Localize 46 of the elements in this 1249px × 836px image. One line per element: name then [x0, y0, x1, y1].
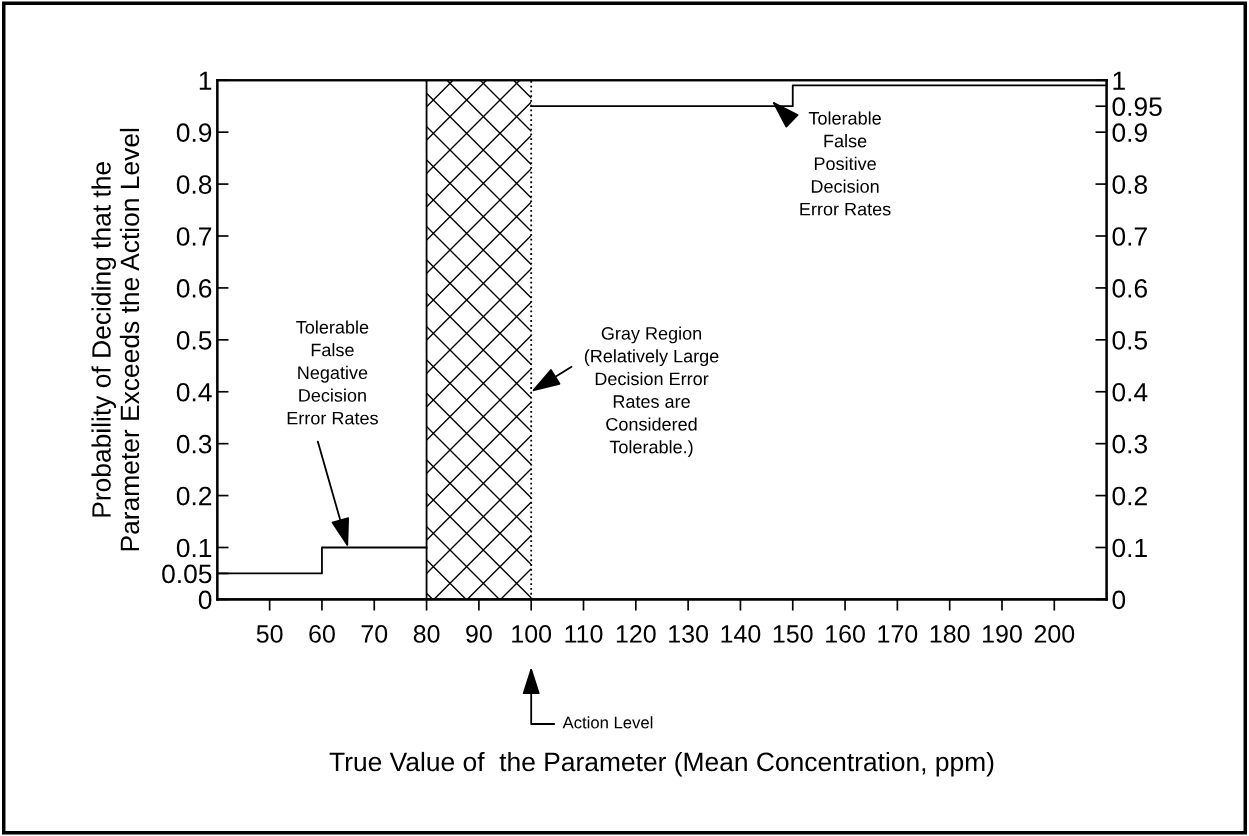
y2-tick-label: 0	[1112, 590, 1126, 610]
annotation: Gray Region (Relatively Large Decision Error Rates are Considered Tolerable.)	[584, 326, 719, 457]
y-tick-label: 0.05	[162, 564, 212, 584]
x-tick-label: 130	[669, 625, 709, 643]
y-tick-label: 0.4	[176, 382, 212, 402]
x-tick-label: 50	[256, 625, 283, 643]
x-tick-label: 190	[983, 625, 1022, 643]
x-tick-label: 60	[309, 625, 335, 643]
y-tick-label: 0	[198, 590, 212, 610]
y-tick-label: 1	[199, 71, 212, 90]
annotation: Tolerable False Positive Decision Error Rates	[800, 111, 891, 216]
y2-tick-label: 0.1	[1112, 538, 1147, 558]
y2-tick-label: 0.5	[1112, 330, 1148, 350]
ref-line-label: Action Level	[562, 716, 653, 729]
x-tick-label: 110	[565, 625, 603, 643]
x-tick-label: 80	[413, 625, 440, 643]
x-tick-label: 140	[721, 625, 761, 643]
x-tick-label: 170	[878, 625, 918, 643]
y-tick-label: 0.2	[176, 486, 212, 506]
x-tick-label: 150	[773, 625, 813, 643]
y-tick-label: 0.7	[176, 227, 212, 246]
x-tick-label: 200	[1034, 625, 1075, 643]
y-tick-label: 0.3	[176, 434, 212, 454]
x-axis-title: True Value of the Parameter (Mean Concentration, ppm)	[329, 751, 994, 777]
y2-tick-label: 1	[1113, 71, 1125, 90]
y2-tick-label: 0.6	[1112, 279, 1147, 298]
y-tick-label: 0.9	[176, 123, 212, 142]
y-tick-label: 0.5	[176, 330, 212, 350]
x-tick-label: 120	[616, 625, 656, 643]
y2-tick-label: 0.9	[1112, 123, 1147, 142]
annotation: Tolerable False Negative Decision Error Rates	[287, 320, 378, 425]
y-axis-title: Probability of Deciding that the Parameter Exceeds the Action Level	[91, 128, 140, 551]
x-tick-label: 160	[826, 625, 865, 643]
x-tick-label: 70	[361, 625, 388, 643]
y2-tick-label: 0.3	[1112, 434, 1147, 454]
x-tick-label: 100	[512, 625, 552, 643]
y2-tick-label: 0.7	[1112, 227, 1147, 246]
y2-tick-label: 0.8	[1112, 175, 1148, 194]
y-tick-label: 0.1	[176, 538, 212, 558]
y-tick-label: 0.8	[176, 175, 212, 194]
y2-tick-label: 0.95	[1112, 97, 1162, 117]
y2-tick-label: 0.4	[1112, 382, 1148, 402]
y-tick-label: 0.6	[176, 279, 212, 298]
x-tick-label: 180	[930, 625, 970, 643]
y2-tick-label: 0.2	[1112, 486, 1147, 506]
x-tick-label: 90	[466, 625, 492, 643]
